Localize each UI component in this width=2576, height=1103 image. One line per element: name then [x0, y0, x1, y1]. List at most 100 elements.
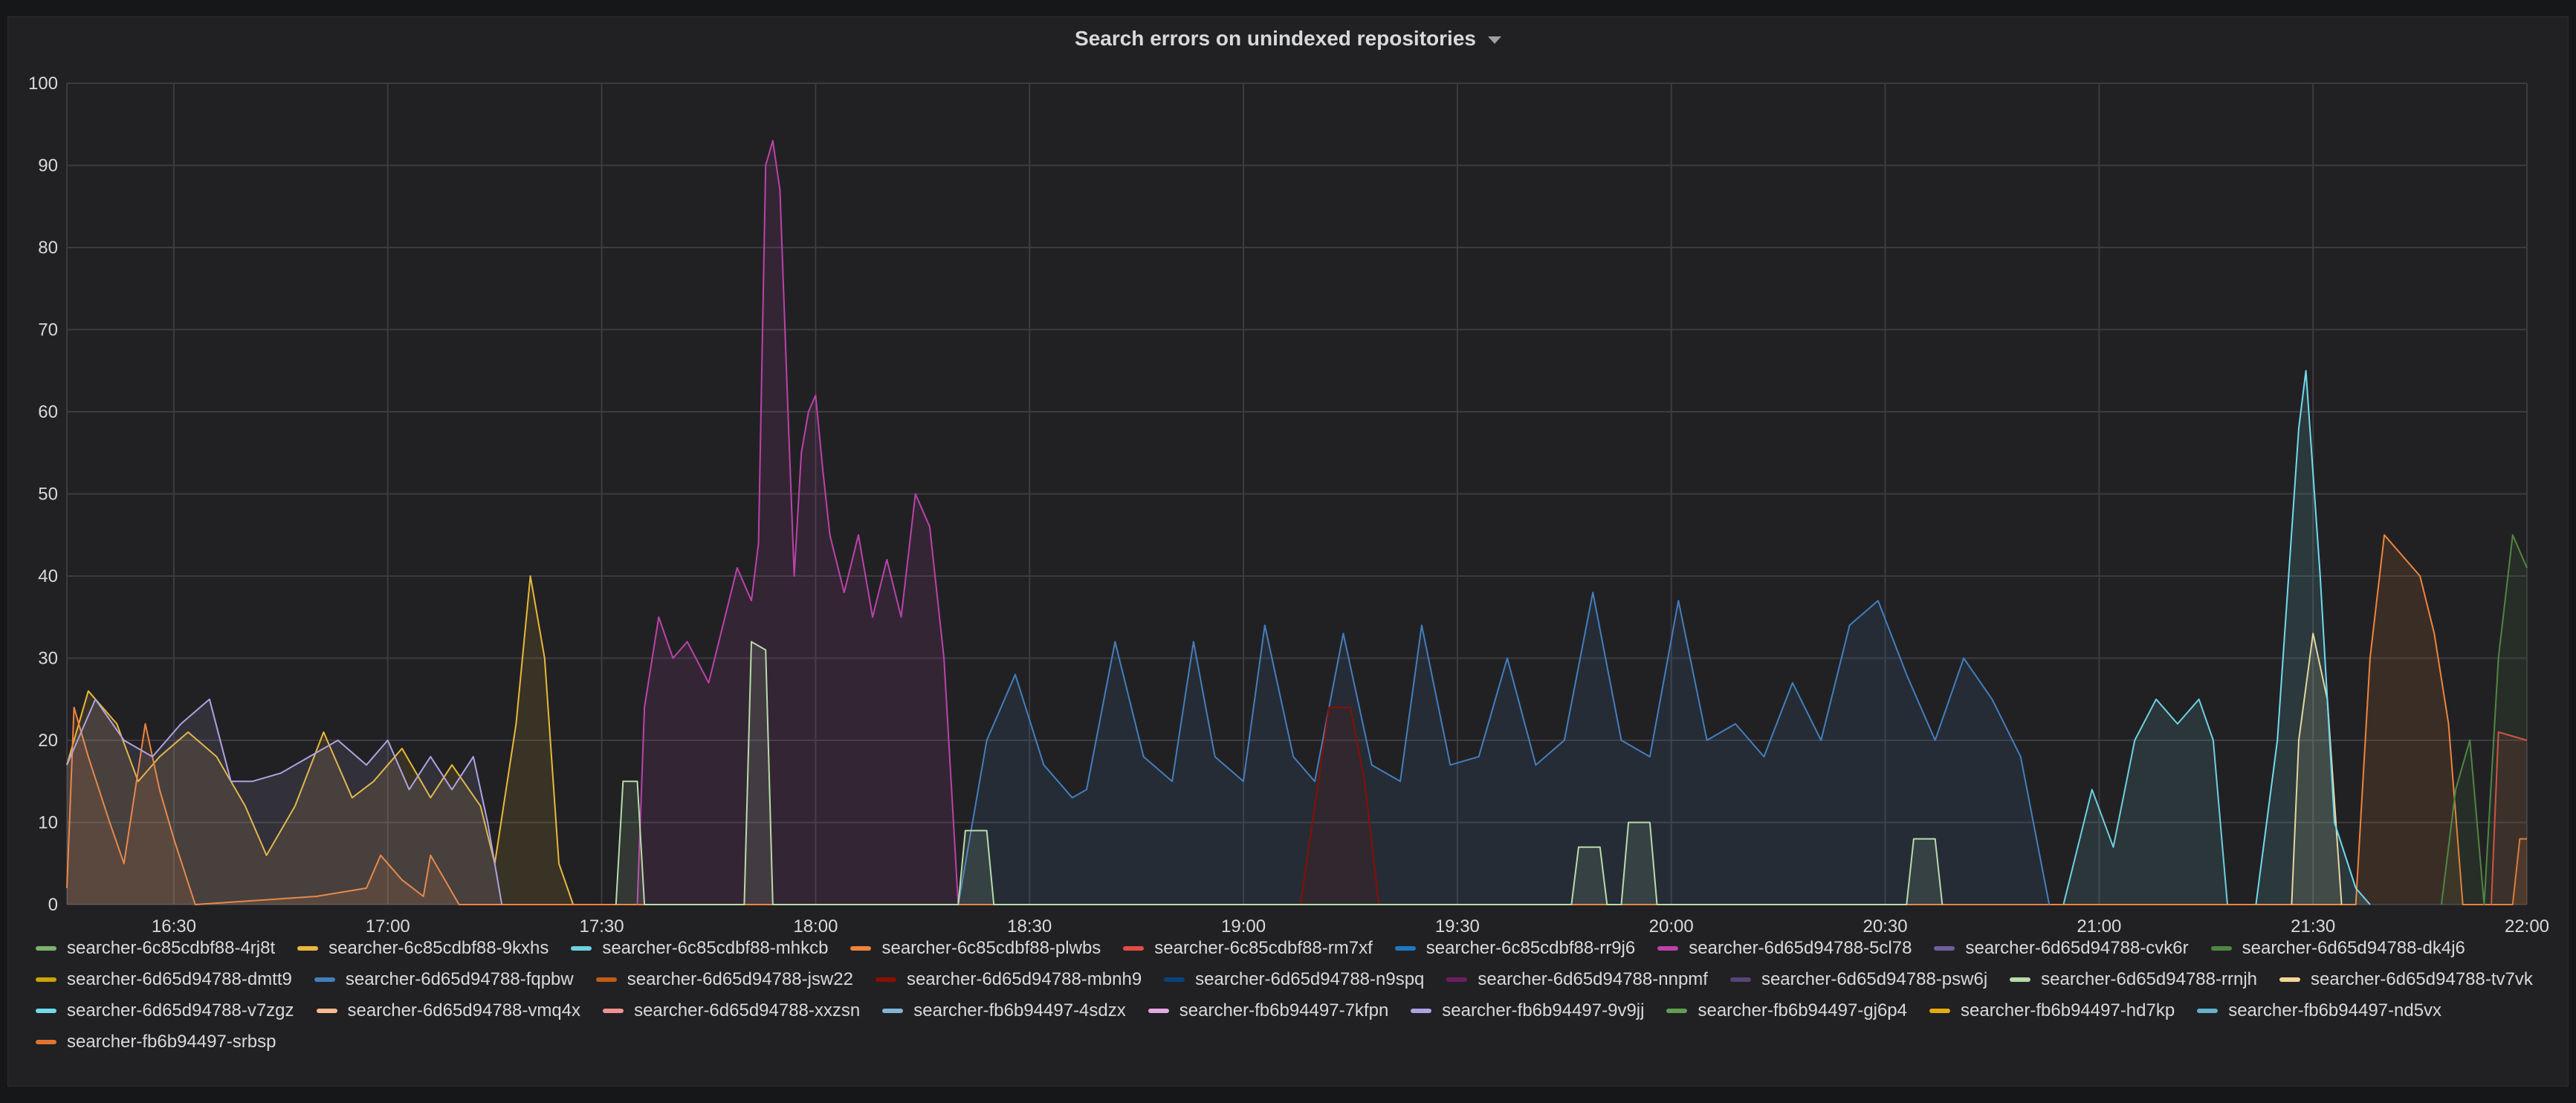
- legend-item[interactable]: searcher-6d65d94788-nnpmf: [1446, 964, 1708, 995]
- y-tick-label: 20: [38, 731, 58, 751]
- legend-item[interactable]: searcher-6d65d94788-n9spq: [1164, 964, 1424, 995]
- legend-swatch: [1929, 1009, 1950, 1013]
- legend-item[interactable]: searcher-6c85cdbf88-rr9j6: [1394, 933, 1635, 964]
- legend-item[interactable]: searcher-6d65d94788-xxzsn: [603, 995, 860, 1026]
- legend-item[interactable]: searcher-6c85cdbf88-4rj8t: [36, 933, 275, 964]
- legend-label: searcher-6d65d94788-dk4j6: [2242, 938, 2465, 958]
- legend-item[interactable]: searcher-6d65d94788-dk4j6: [2210, 933, 2465, 964]
- legend-label: searcher-6d65d94788-tv7vk: [2311, 969, 2533, 989]
- legend-item[interactable]: searcher-6d65d94788-dmtt9: [36, 964, 292, 995]
- legend-label: searcher-fb6b94497-4sdzx: [913, 1000, 1126, 1020]
- legend-label: searcher-6d65d94788-n9spq: [1195, 969, 1425, 989]
- legend-label: searcher-6d65d94788-v7zgz: [67, 1000, 294, 1020]
- legend-item[interactable]: searcher-6d65d94788-rrnjh: [2010, 964, 2257, 995]
- series-area-4: [2491, 732, 2527, 905]
- legend-label: searcher-6c85cdbf88-mhkcb: [602, 938, 829, 958]
- panel-header[interactable]: Search errors on unindexed repositories: [8, 17, 2568, 60]
- legend-swatch: [2010, 977, 2031, 982]
- series-line-2[interactable]: [2062, 698, 2228, 905]
- series-line-6[interactable]: [636, 140, 959, 905]
- legend-swatch: [850, 946, 872, 951]
- legend-swatch: [1657, 946, 1679, 951]
- legend-label: searcher-6c85cdbf88-plwbs: [881, 938, 1101, 958]
- series-line-17[interactable]: [2291, 633, 2343, 905]
- legend-item[interactable]: searcher-6d65d94788-5cl78: [1657, 933, 1912, 964]
- legend-swatch: [314, 977, 335, 982]
- series-line-4[interactable]: [2491, 731, 2528, 905]
- legend-item[interactable]: searcher-6d65d94788-mbnh9: [875, 964, 1142, 995]
- legend-label: searcher-6d65d94788-fqpbw: [345, 969, 574, 989]
- series-line-3[interactable]: [66, 534, 2527, 905]
- series-area-10: [958, 592, 2050, 905]
- legend-label: searcher-fb6b94497-7kfpn: [1179, 1000, 1389, 1020]
- y-tick-label: 90: [38, 156, 58, 176]
- legend-label: searcher-fb6b94497-nd5vx: [2228, 1000, 2442, 1020]
- legend-label: searcher-6d65d94788-psw6j: [1761, 969, 1988, 989]
- series-line-23[interactable]: [66, 698, 503, 905]
- series-line-16[interactable]: [615, 641, 1944, 905]
- legend-swatch: [1446, 977, 1468, 982]
- legend-label: searcher-6d65d94788-dmtt9: [67, 969, 292, 989]
- legend-item[interactable]: searcher-6d65d94788-psw6j: [1729, 964, 1988, 995]
- legend-item[interactable]: searcher-fb6b94497-nd5vx: [2197, 995, 2441, 1026]
- legend-item[interactable]: searcher-6d65d94788-jsw22: [595, 964, 853, 995]
- series-line-18[interactable]: [2255, 369, 2371, 905]
- legend-item[interactable]: searcher-fb6b94497-srbsp: [36, 1026, 276, 1058]
- legend-swatch: [2279, 977, 2301, 982]
- legend-label: searcher-6d65d94788-cvk6r: [1965, 938, 2189, 958]
- legend-swatch: [1123, 946, 1145, 951]
- series-line-10[interactable]: [957, 592, 2051, 905]
- legend-label: searcher-6d65d94788-nnpmf: [1478, 969, 1708, 989]
- legend-label: searcher-fb6b94497-gj6p4: [1698, 1000, 1907, 1020]
- legend-swatch: [595, 977, 617, 982]
- legend-swatch: [2197, 1009, 2219, 1013]
- series-line-12[interactable]: [1299, 706, 1380, 905]
- x-tick-label: 22:00: [2505, 916, 2549, 937]
- chevron-down-icon[interactable]: [1487, 36, 1501, 44]
- panel-title[interactable]: Search errors on unindexed repositories: [1075, 27, 1476, 50]
- legend-item[interactable]: searcher-6d65d94788-tv7vk: [2279, 964, 2533, 995]
- legend-item[interactable]: searcher-6c85cdbf88-plwbs: [850, 933, 1101, 964]
- x-tick-label: 20:30: [1863, 916, 1907, 937]
- y-tick-label: 60: [38, 402, 58, 422]
- y-tick-label: 40: [38, 566, 58, 586]
- legend-item[interactable]: searcher-6c85cdbf88-mhkcb: [571, 933, 828, 964]
- y-tick-label: 30: [38, 649, 58, 669]
- legend-item[interactable]: searcher-fb6b94497-gj6p4: [1666, 995, 1907, 1026]
- legend-label: searcher-fb6b94497-srbsp: [67, 1032, 276, 1052]
- x-tick-label: 18:30: [1007, 916, 1052, 937]
- legend-item[interactable]: searcher-fb6b94497-7kfpn: [1148, 995, 1389, 1026]
- x-tick-label: 18:00: [793, 916, 838, 937]
- legend-item[interactable]: searcher-fb6b94497-hd7kp: [1929, 995, 2175, 1026]
- legend-swatch: [36, 946, 56, 951]
- legend-label: searcher-6d65d94788-jsw22: [627, 969, 853, 989]
- legend-item[interactable]: searcher-fb6b94497-4sdzx: [882, 995, 1126, 1026]
- legend: searcher-6c85cdbf88-4rj8t searcher-6c85cd…: [36, 933, 2533, 1058]
- series-line-8[interactable]: [2440, 534, 2528, 905]
- legend-swatch: [1729, 977, 1751, 982]
- x-tick-label: 21:30: [2291, 916, 2335, 937]
- legend-item[interactable]: searcher-6d65d94788-v7zgz: [36, 995, 294, 1026]
- legend-label: searcher-fb6b94497-9v9jj: [1442, 1000, 1645, 1020]
- legend-swatch: [2210, 946, 2232, 951]
- legend-item[interactable]: searcher-6c85cdbf88-rm7xf: [1123, 933, 1373, 964]
- y-tick-label: 50: [38, 485, 58, 505]
- legend-item[interactable]: searcher-fb6b94497-9v9jj: [1411, 995, 1644, 1026]
- legend-swatch: [882, 1009, 904, 1013]
- legend-swatch: [1394, 946, 1416, 951]
- x-tick-label: 21:00: [2077, 916, 2121, 937]
- series-area-23: [67, 699, 502, 905]
- x-tick-label: 16:30: [152, 916, 196, 937]
- legend-item[interactable]: searcher-6d65d94788-fqpbw: [314, 964, 574, 995]
- legend-swatch: [1411, 1009, 1432, 1013]
- legend-swatch: [316, 1009, 337, 1013]
- y-tick-label: 70: [38, 320, 58, 340]
- x-tick-label: 17:30: [580, 916, 624, 937]
- x-tick-label: 19:00: [1221, 916, 1266, 937]
- legend-item[interactable]: searcher-6d65d94788-cvk6r: [1934, 933, 2189, 964]
- legend-item[interactable]: searcher-6c85cdbf88-9kxhs: [297, 933, 548, 964]
- legend-item[interactable]: searcher-6d65d94788-vmq4x: [316, 995, 580, 1026]
- series-line-1[interactable]: [66, 575, 575, 905]
- legend-swatch: [297, 946, 319, 951]
